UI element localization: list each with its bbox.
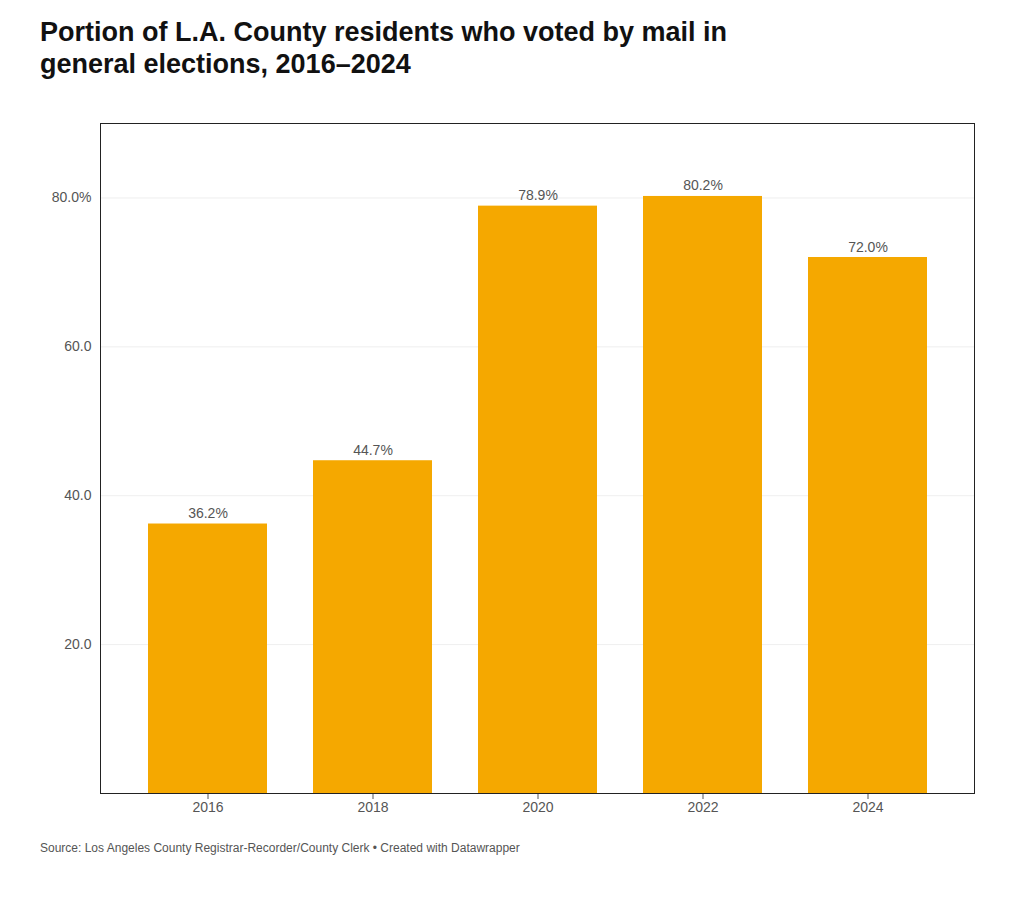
svg-text:72.0%: 72.0% — [848, 238, 888, 254]
svg-text:60.0: 60.0 — [64, 338, 91, 354]
svg-text:20.0: 20.0 — [64, 636, 91, 652]
svg-text:80.0%: 80.0% — [52, 189, 92, 205]
svg-text:36.2%: 36.2% — [188, 505, 228, 521]
svg-text:2018: 2018 — [357, 799, 388, 815]
html-text:Source: Los Angeles County Reg: Source: Los Angeles County Registrar-Rec… — [40, 840, 520, 855]
svg-text:40.0: 40.0 — [64, 487, 91, 503]
svg-text:2020: 2020 — [522, 799, 553, 815]
svg-text:2024: 2024 — [852, 799, 883, 815]
svg-text:44.7%: 44.7% — [353, 442, 393, 458]
html-text:Portion of L.A. County residen: Portion of L.A. County residents who vot… — [40, 17, 727, 80]
svg-text:2022: 2022 — [687, 799, 718, 815]
svg-text:2016: 2016 — [192, 799, 223, 815]
svg-text:80.2%: 80.2% — [683, 177, 723, 193]
svg-text:78.9%: 78.9% — [518, 187, 558, 203]
